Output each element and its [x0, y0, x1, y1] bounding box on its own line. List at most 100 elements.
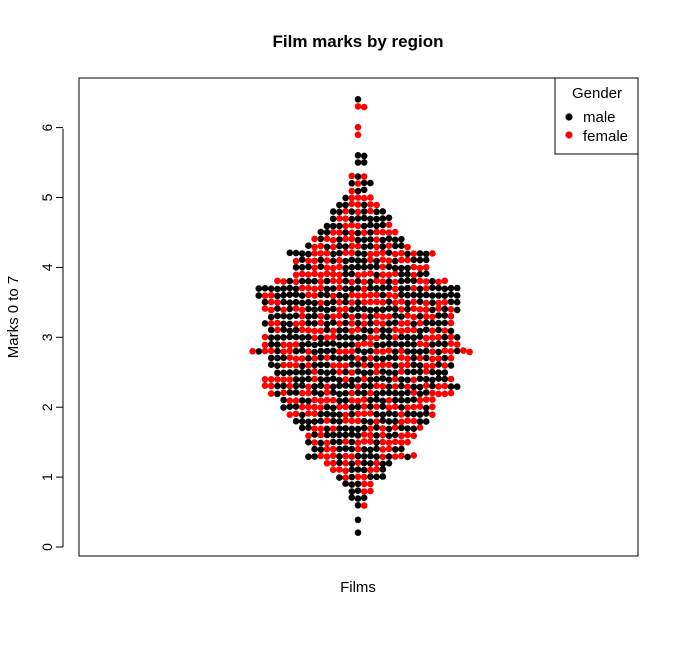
data-point-male: [342, 445, 349, 452]
data-point-female: [360, 194, 368, 202]
data-point-male: [441, 333, 449, 341]
data-point-male: [342, 319, 349, 327]
data-point-female: [348, 229, 356, 237]
data-point-male: [298, 397, 306, 404]
data-point-male: [311, 383, 318, 390]
data-point-male: [298, 424, 306, 432]
data-point-male: [329, 208, 337, 215]
data-point-male: [410, 354, 418, 362]
data-point-male: [373, 473, 380, 481]
data-point-female: [367, 298, 374, 306]
data-point-male: [329, 417, 337, 425]
data-point-male: [379, 236, 387, 244]
data-point-male: [280, 285, 287, 292]
data-point-female: [385, 347, 393, 354]
data-point-female: [373, 382, 380, 390]
data-point-male: [280, 396, 287, 404]
data-point-male: [391, 362, 399, 369]
data-point-female: [354, 355, 362, 362]
data-point-female: [416, 306, 424, 313]
data-point-male: [360, 355, 368, 363]
data-point-female: [286, 397, 294, 405]
data-point-male: [323, 222, 331, 230]
data-point-male: [441, 375, 449, 383]
data-point-female: [267, 382, 275, 390]
data-point-female: [323, 334, 331, 341]
y-tick-label: 4: [39, 263, 55, 271]
data-point-female: [410, 285, 418, 292]
data-point-female: [373, 243, 380, 251]
data-point-male: [410, 277, 418, 285]
data-point-female: [360, 480, 368, 488]
data-point-male: [354, 236, 362, 244]
data-point-female: [317, 278, 325, 285]
data-point-female: [453, 341, 461, 348]
data-point-female: [323, 270, 331, 278]
data-point-male: [367, 403, 374, 410]
data-point-female: [447, 340, 455, 347]
data-point-male: [348, 285, 356, 293]
data-point-female: [391, 375, 399, 383]
data-point-male: [398, 396, 405, 404]
data-point-female: [391, 403, 399, 411]
data-point-female: [379, 431, 387, 439]
data-point-male: [447, 291, 455, 298]
data-point-male: [373, 396, 380, 403]
data-point-male: [360, 424, 368, 432]
data-point-male: [286, 389, 294, 396]
data-point-male: [373, 306, 380, 314]
data-point-female: [354, 341, 362, 349]
data-point-male: [379, 326, 387, 334]
data-point-female: [391, 438, 399, 446]
data-point-female: [311, 355, 318, 362]
data-point-male: [336, 355, 343, 362]
data-point-male: [336, 327, 343, 334]
data-point-female: [360, 410, 368, 418]
data-point-female: [311, 439, 318, 446]
data-point-female: [354, 271, 362, 279]
data-point-male: [367, 473, 374, 481]
data-point-male: [336, 222, 343, 230]
data-point-male: [441, 340, 449, 348]
data-point-female: [435, 299, 442, 307]
data-point-male: [280, 334, 287, 341]
data-point-male: [298, 369, 306, 376]
data-point-female: [410, 389, 418, 396]
data-point-female: [441, 277, 449, 285]
data-point-male: [379, 221, 387, 229]
data-point-male: [435, 361, 442, 368]
data-point-male: [274, 347, 281, 355]
data-point-male: [323, 285, 331, 293]
data-point-male: [404, 410, 411, 418]
data-point-female: [311, 270, 318, 278]
data-point-male: [292, 326, 300, 334]
data-point-female: [385, 221, 393, 229]
data-point-male: [422, 389, 430, 396]
data-point-male: [422, 347, 430, 355]
data-point-female: [317, 452, 325, 460]
data-point-female: [398, 368, 405, 375]
data-point-female: [416, 277, 424, 285]
data-point-female: [391, 228, 399, 236]
data-point-female: [261, 333, 269, 341]
data-point-female: [249, 348, 256, 355]
data-point-female: [398, 439, 405, 446]
data-point-male: [323, 410, 331, 418]
data-point-male: [385, 235, 393, 242]
data-point-female: [336, 320, 343, 327]
data-point-male: [329, 347, 337, 355]
data-point-female: [305, 257, 312, 265]
data-point-male: [336, 382, 343, 390]
data-point-male: [317, 446, 325, 453]
data-point-male: [373, 432, 380, 439]
data-point-female: [292, 362, 300, 369]
data-point-male: [317, 305, 325, 313]
data-point-female: [360, 278, 368, 286]
data-point-male: [354, 215, 362, 222]
data-point-female: [329, 459, 337, 467]
data-point-female: [391, 278, 399, 286]
data-point-female: [422, 278, 430, 285]
data-point-male: [305, 438, 312, 446]
data-point-male: [373, 375, 380, 383]
data-point-male: [323, 369, 331, 377]
